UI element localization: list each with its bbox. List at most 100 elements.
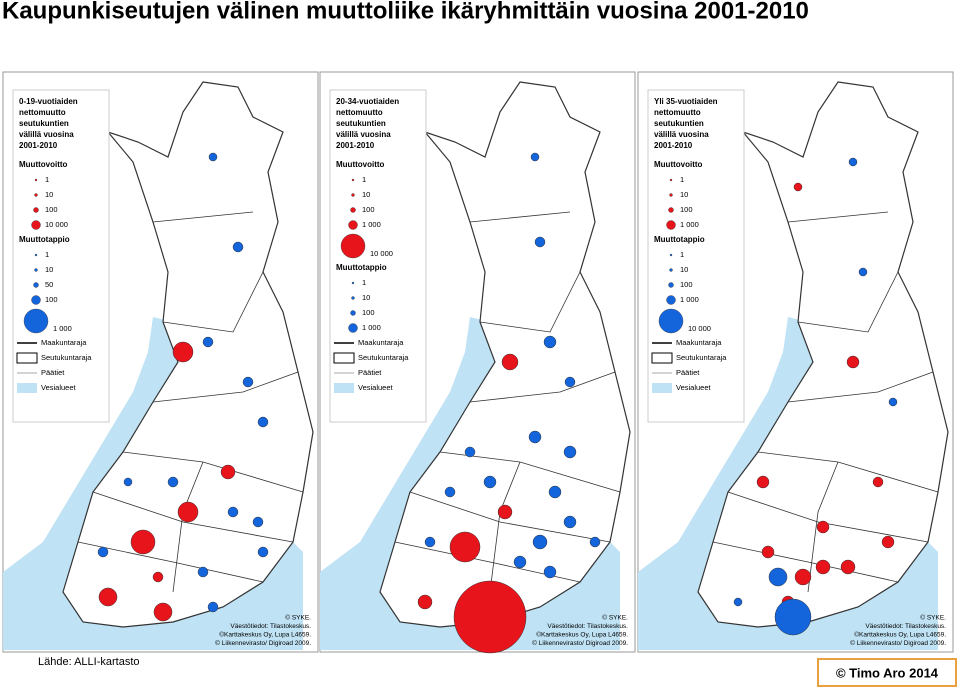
legend-symbol — [33, 207, 39, 213]
legend-symbol — [350, 310, 356, 316]
legend-rect — [333, 352, 355, 364]
map-panel: 0-19-vuotiaiden nettomuutto seutukuntien vä… — [2, 71, 319, 653]
credits: © SYKE. — [285, 614, 311, 622]
legend-title: 2001-2010 — [336, 141, 375, 150]
region-circle — [563, 445, 577, 459]
region-circle — [528, 430, 542, 444]
sea — [320, 317, 620, 650]
legend-label: Maakuntaraja — [358, 338, 404, 347]
region-circle — [543, 565, 557, 579]
region-circle — [497, 504, 513, 520]
legend-heading: Muuttovoitto — [336, 160, 385, 169]
legend-label: 1 — [362, 278, 366, 287]
credits: © SYKE. — [920, 614, 946, 622]
legend-title: seutukuntien — [654, 119, 704, 128]
legend-label: 100 — [45, 205, 58, 214]
region-circle — [794, 568, 812, 586]
finland — [697, 81, 949, 628]
legend-symbol — [669, 193, 673, 197]
credits: Väestötiedot: Tilastokeskus. — [230, 623, 311, 630]
legend-label: 100 — [362, 308, 375, 317]
legend-label: Vesialueet — [358, 383, 394, 392]
legend-title: 20-34-vuotiaiden — [336, 97, 399, 106]
legend-label: 1 — [45, 250, 49, 259]
region-circle — [483, 475, 497, 489]
legend-label: 10 — [680, 265, 688, 274]
region-circle — [840, 559, 856, 575]
legend-symbol — [33, 282, 39, 288]
region-circle — [548, 485, 562, 499]
sea — [638, 317, 938, 650]
region-circle — [815, 559, 831, 575]
region-circle — [220, 464, 236, 480]
legend-symbol — [669, 178, 673, 182]
legend-box — [647, 89, 745, 423]
legend-title: nettomuutto — [654, 108, 701, 117]
legend-label: Maakuntaraja — [676, 338, 722, 347]
region-circle — [563, 515, 577, 529]
legend-label: Maakuntaraja — [41, 338, 87, 347]
region-circle — [444, 486, 456, 498]
credits: © Liikennevirasto/ Digiroad 2009. — [850, 639, 946, 647]
legend-title: nettomuutto — [336, 108, 383, 117]
legend-title: välillä vuosina — [654, 130, 709, 139]
legend-label: 10 000 — [688, 324, 711, 333]
legend-symbol — [668, 207, 674, 213]
legend-label: Vesialueet — [676, 383, 712, 392]
legend-label: 10 000 — [370, 249, 393, 258]
region-circle — [872, 476, 884, 488]
region-circle — [152, 571, 164, 583]
region-circle — [564, 376, 576, 388]
legend-rect — [334, 383, 354, 393]
legend-label: 100 — [362, 205, 375, 214]
legend-label: 10 — [362, 190, 370, 199]
legend-label: 1 000 — [362, 323, 381, 332]
legend-symbol — [34, 253, 38, 257]
slide-title: Kaupunkiseutujen välinen muuttoliike ikä… — [2, 0, 809, 24]
legend-symbol — [666, 295, 676, 305]
region-circle — [424, 536, 436, 548]
legend-label: 1 000 — [680, 220, 699, 229]
legend-symbol — [351, 281, 355, 285]
legend-label: 1 — [362, 175, 366, 184]
legend-symbol — [34, 268, 38, 272]
legend-title: välillä vuosina — [336, 130, 391, 139]
region-circle — [257, 416, 269, 428]
legend-symbol — [668, 282, 674, 288]
credits: © Liikennevirasto/ Digiroad 2009. — [215, 639, 311, 647]
legend-label: 1 — [680, 175, 684, 184]
source: Lähde: ALLI-kartasto — [38, 656, 140, 668]
sea — [3, 317, 303, 650]
region-circle — [197, 566, 209, 578]
legend-symbol — [31, 220, 41, 230]
legend-label: Päätiet — [41, 368, 65, 377]
credits: © SYKE. — [602, 614, 628, 622]
legend-title: seutukuntien — [336, 119, 386, 128]
region-circle — [881, 535, 895, 549]
region-circle — [153, 602, 173, 622]
legend-label: 1 000 — [680, 295, 699, 304]
legend-rect — [651, 352, 673, 364]
legend-heading: Muuttovoitto — [19, 160, 68, 169]
legend-symbol — [34, 178, 38, 182]
region-circle — [543, 335, 557, 349]
legend-symbol — [669, 253, 673, 257]
legend-heading: Muuttovoitto — [654, 160, 703, 169]
legend-label: 10 — [45, 190, 53, 199]
legend-title: 0-19-vuotiaiden — [19, 97, 78, 106]
legend-label: Seutukuntaraja — [41, 353, 92, 362]
legend-label: 1 000 — [53, 324, 72, 333]
region-circle — [207, 601, 219, 613]
legend-label: 100 — [680, 280, 693, 289]
region-circle — [417, 594, 433, 610]
legend-symbol — [348, 323, 358, 333]
regional-borders — [77, 211, 304, 593]
legend-label: 1 000 — [362, 220, 381, 229]
legend-title: 2001-2010 — [654, 141, 693, 150]
legend-symbol — [23, 308, 49, 334]
legend-box — [329, 89, 427, 423]
region-circle — [252, 516, 264, 528]
legend-symbol — [669, 268, 673, 272]
